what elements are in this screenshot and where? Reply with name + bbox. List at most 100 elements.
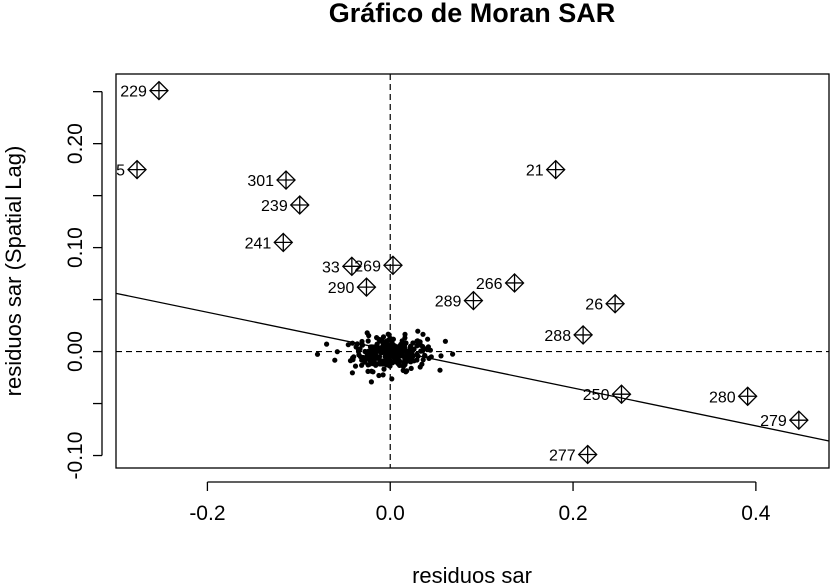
cluster-point	[334, 349, 340, 355]
cluster-point	[384, 349, 390, 355]
point-label: 289	[435, 294, 462, 311]
cluster-point	[400, 353, 406, 359]
cluster-point	[368, 351, 374, 357]
point-label: 241	[245, 235, 272, 252]
cluster-point	[360, 354, 366, 361]
point-label: 21	[526, 163, 544, 180]
x-tick-label: 0.2	[558, 502, 587, 525]
cluster-point	[389, 343, 395, 349]
influential-point: 241	[245, 232, 294, 252]
y-axis-title: residuos sar (Spatial Lag)	[1, 146, 26, 397]
cluster-point	[396, 362, 402, 368]
influential-point: 289	[435, 290, 484, 311]
cluster-point	[374, 341, 380, 347]
x-tick-label: -0.2	[189, 502, 225, 525]
cluster-point	[368, 379, 374, 385]
cluster-point	[420, 331, 426, 337]
cluster-point	[442, 338, 448, 344]
cluster-point	[415, 353, 421, 359]
cluster-point	[389, 376, 395, 382]
cluster-point	[388, 359, 394, 365]
cluster-point	[381, 366, 387, 372]
cluster-point	[352, 363, 359, 369]
cluster-point	[450, 351, 456, 357]
influential-point: 301	[247, 170, 296, 190]
influential-point: 26	[585, 293, 626, 314]
cluster-point	[367, 361, 373, 367]
x-tick-label: 0.4	[741, 502, 771, 525]
point-label: 250	[583, 387, 610, 404]
cluster-point	[379, 336, 385, 342]
cluster-point	[364, 349, 370, 355]
plot-frame	[115, 73, 830, 469]
reference-lines	[116, 74, 829, 468]
x-axis: -0.2 0.0 0.2 0.4	[189, 481, 771, 525]
point-label: 5	[116, 163, 125, 180]
cluster-point	[380, 372, 386, 378]
cluster-point	[324, 341, 330, 347]
x-tick-label: 0.0	[376, 502, 405, 525]
cluster-point	[401, 345, 408, 351]
cluster-point	[402, 331, 408, 337]
cluster-point	[365, 338, 371, 344]
cluster-point	[425, 336, 431, 342]
point-label: 26	[585, 297, 603, 314]
cluster-point	[425, 344, 431, 350]
cluster-point	[349, 340, 356, 346]
cluster-point	[332, 357, 338, 363]
point-label: 277	[549, 447, 576, 464]
cluster-point	[408, 358, 414, 364]
point-label: 288	[544, 328, 571, 345]
cluster-point	[428, 354, 434, 360]
influential-point: 5	[116, 159, 147, 180]
cluster-point	[415, 328, 421, 334]
regression-line	[115, 292, 830, 442]
cluster-point	[420, 343, 426, 350]
regression-line-group	[115, 292, 830, 442]
cluster-point	[391, 348, 397, 354]
cluster-point	[384, 343, 390, 349]
cluster-point	[420, 357, 426, 363]
cluster-point	[414, 338, 420, 344]
influential-points: 229 5 301 239 241 33 269 290 21 266 289 26 288 250 280…	[116, 80, 809, 464]
cluster-point	[403, 369, 409, 375]
point-label: 229	[120, 84, 147, 101]
cluster-point	[400, 363, 406, 370]
cluster-point	[345, 342, 351, 348]
cluster-point	[402, 357, 408, 363]
point-label: 280	[709, 389, 736, 406]
x-axis-title: residuos sar	[412, 563, 532, 586]
cluster-point	[365, 368, 371, 374]
y-tick-label: -0.10	[64, 432, 87, 480]
y-axis: -0.10 0.00 0.10 0.20	[64, 91, 103, 480]
cluster-point	[386, 332, 392, 338]
influential-point: 279	[760, 410, 809, 430]
cluster-point	[394, 344, 400, 350]
y-tick-label: 0.00	[64, 331, 87, 372]
cluster-point	[393, 359, 399, 365]
y-tick-label: 0.10	[64, 227, 87, 268]
cluster-point	[359, 362, 365, 368]
cluster-point	[380, 343, 386, 349]
point-label: 239	[261, 198, 288, 215]
point-cluster	[314, 328, 456, 385]
cluster-point	[418, 348, 424, 354]
point-label: 33	[322, 259, 340, 276]
cluster-point	[351, 354, 357, 360]
point-label: 279	[760, 413, 787, 430]
point-label: 290	[328, 280, 355, 297]
cluster-point	[314, 351, 321, 357]
point-label: 269	[354, 258, 381, 275]
cluster-point	[391, 354, 398, 360]
cluster-point	[405, 353, 411, 359]
cluster-point	[417, 364, 423, 370]
cluster-point	[359, 338, 365, 345]
influential-point: 33	[322, 256, 362, 276]
cluster-point	[383, 358, 389, 364]
chart-title: Gráfico de Moran SAR	[329, 0, 616, 28]
cluster-point	[371, 358, 377, 365]
y-tick-label: 0.20	[64, 123, 87, 164]
cluster-point	[374, 335, 380, 341]
point-label: 266	[476, 276, 503, 293]
